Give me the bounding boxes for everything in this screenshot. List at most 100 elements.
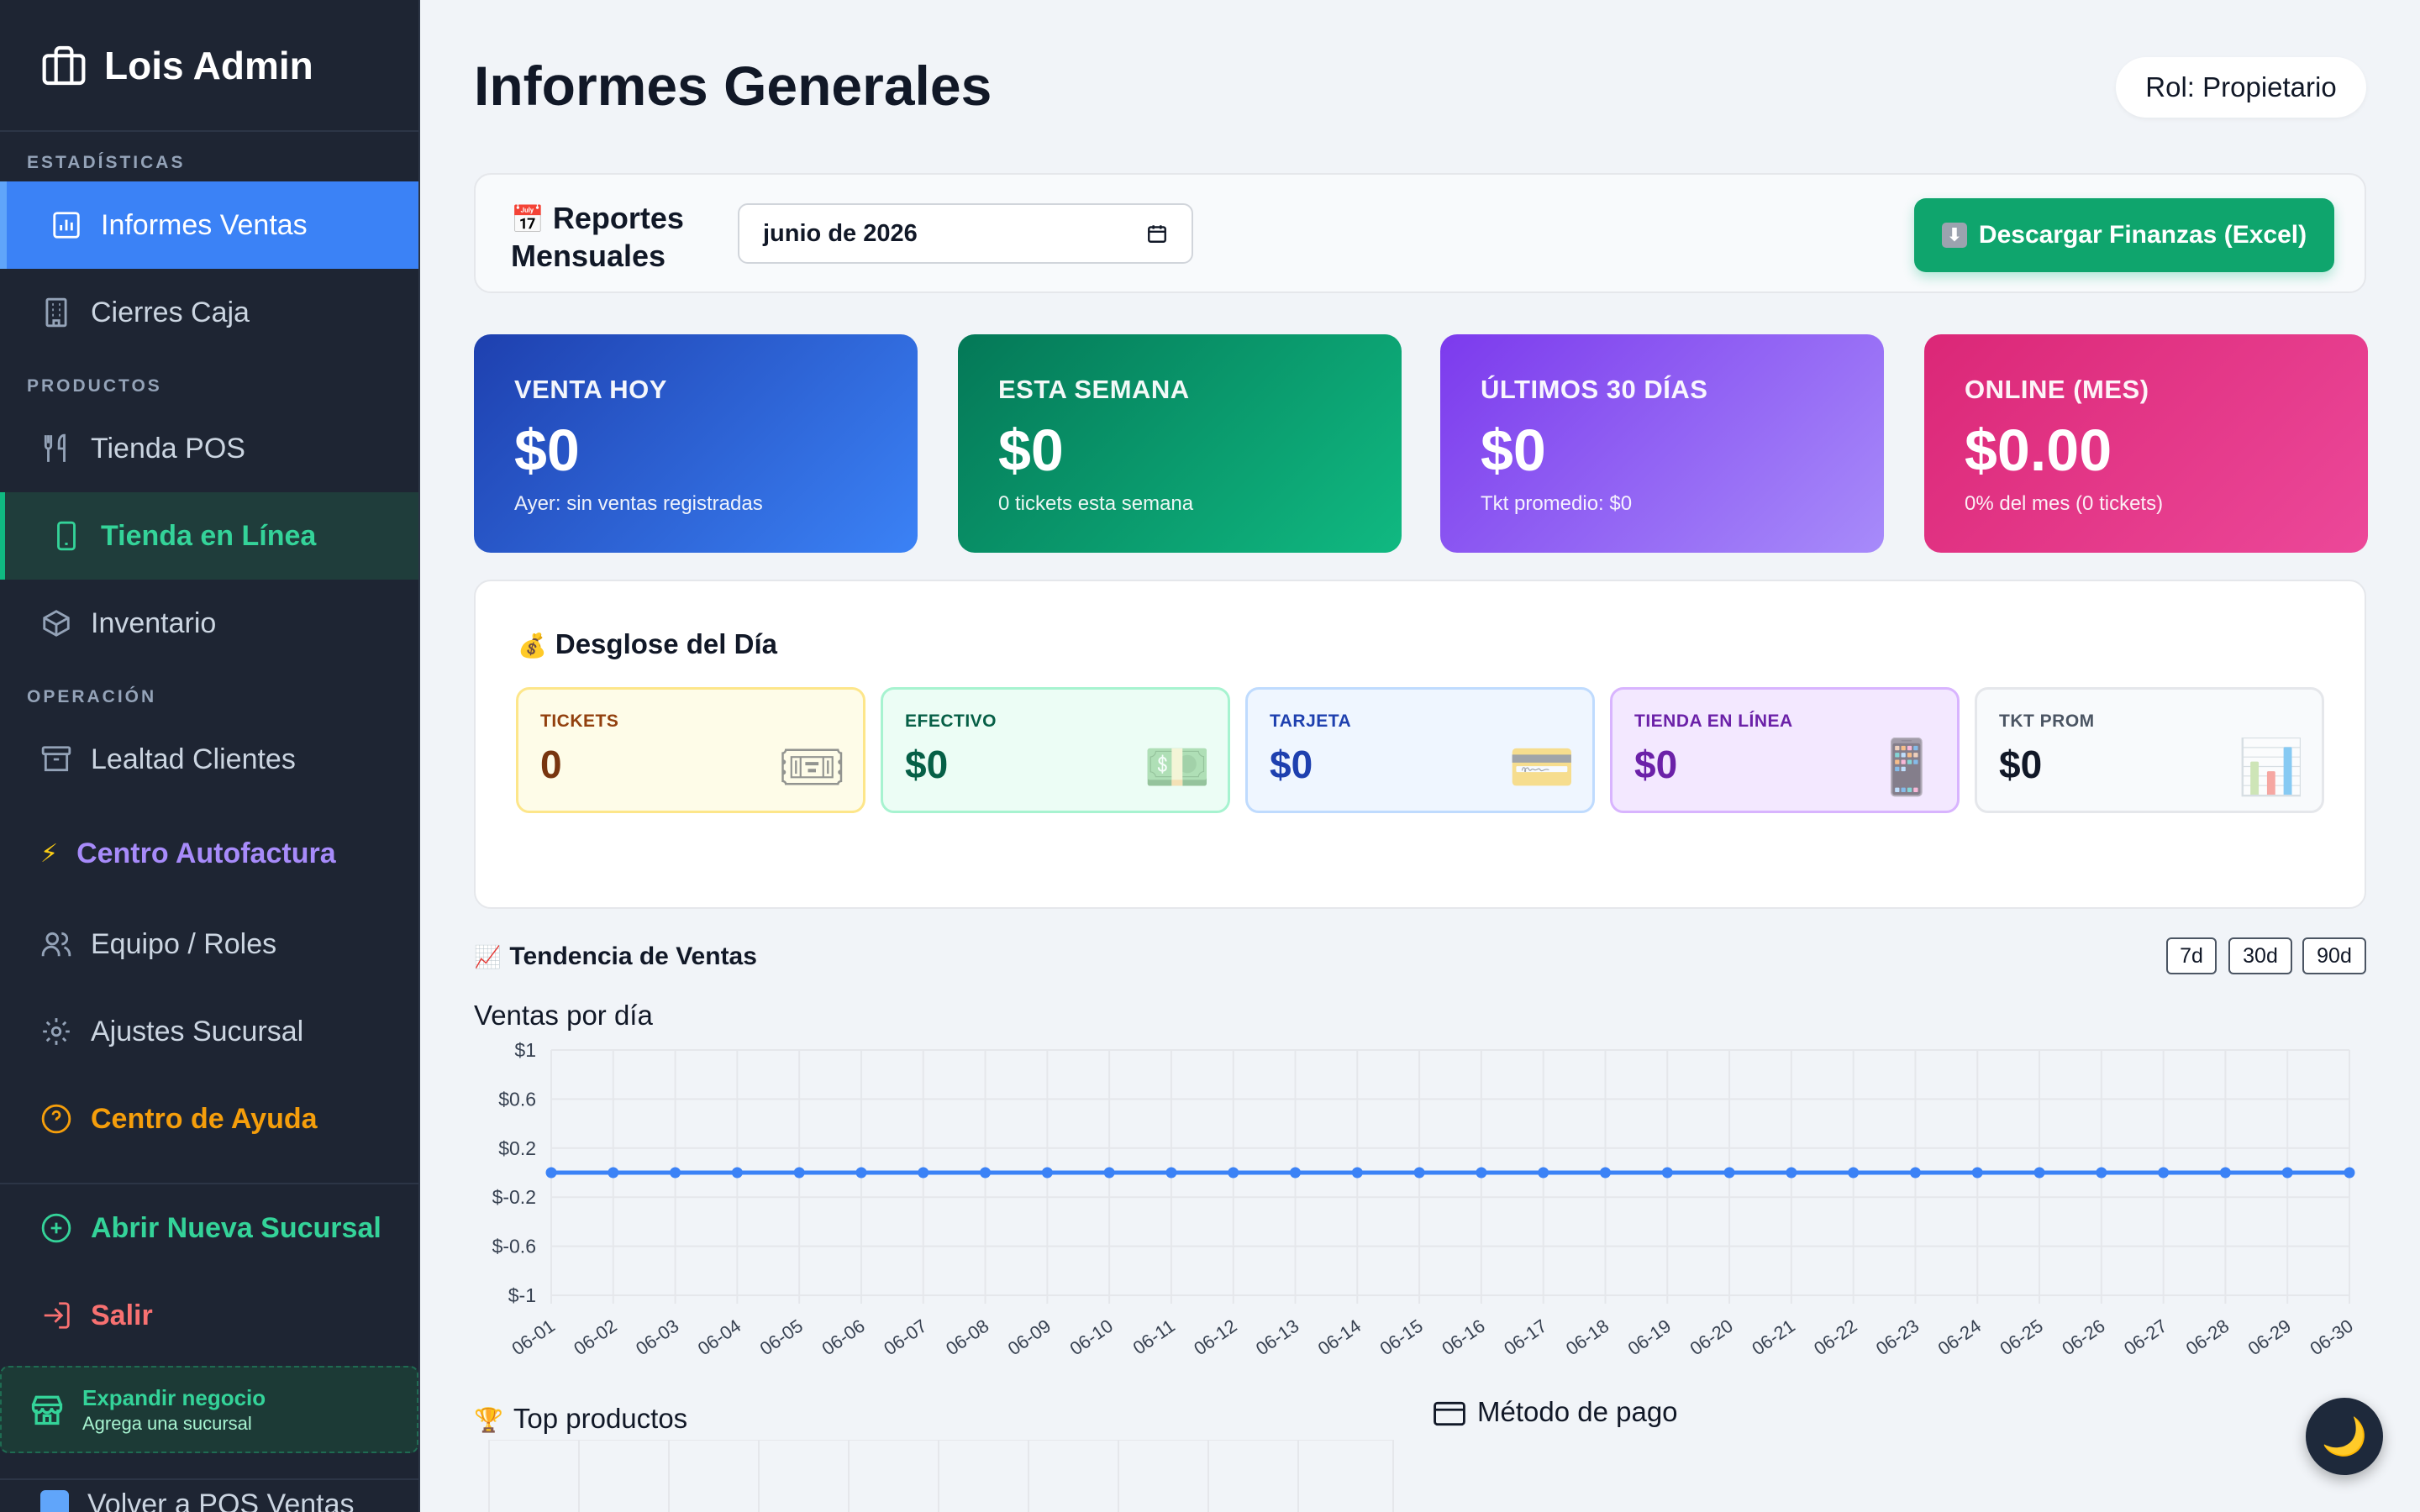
sidebar-item-label: Salir <box>91 1299 153 1331</box>
sidebar-item-label: Ajustes Sucursal <box>91 1015 304 1047</box>
calendar-picker-icon[interactable] <box>1146 223 1168 244</box>
card-icon: 💳 <box>1508 737 1576 797</box>
data-point[interactable] <box>1228 1167 1239 1179</box>
stat-card-today: VENTA HOY $0 Ayer: sin ventas registrada… <box>474 334 918 553</box>
data-point[interactable] <box>1103 1167 1115 1179</box>
data-point[interactable] <box>1476 1167 1487 1179</box>
x-tick-label: 06-26 <box>2058 1315 2108 1360</box>
data-point[interactable] <box>1909 1167 1921 1179</box>
data-point[interactable] <box>2096 1167 2107 1179</box>
stat-value: $0 <box>1481 417 1546 483</box>
data-point[interactable] <box>1290 1167 1302 1179</box>
sidebar-item-ayuda[interactable]: Centro de Ayuda <box>0 1075 418 1163</box>
credit-card-icon <box>1434 1402 1465 1426</box>
data-point[interactable] <box>731 1167 743 1179</box>
x-tick-label: 06-19 <box>1624 1315 1675 1360</box>
range-button-90d[interactable]: 90d <box>2302 937 2366 974</box>
month-picker[interactable]: junio de 2026 <box>738 203 1193 264</box>
range-button-7d[interactable]: 7d <box>2166 937 2217 974</box>
data-point[interactable] <box>2219 1167 2231 1179</box>
x-tick-label: 06-05 <box>756 1315 807 1360</box>
x-tick-label: 06-20 <box>1686 1315 1736 1360</box>
sidebar-item-tienda-pos[interactable]: Tienda POS <box>0 405 418 492</box>
stat-card-week: ESTA SEMANA $0 0 tickets esta semana <box>958 334 1402 553</box>
data-point[interactable] <box>2033 1167 2045 1179</box>
top-products-title-text: Top productos <box>513 1403 688 1434</box>
stat-subtext: 0 tickets esta semana <box>998 492 1194 515</box>
money-bag-icon: 💰 <box>518 633 547 659</box>
data-point[interactable] <box>1971 1167 1983 1179</box>
x-tick-label: 06-22 <box>1810 1315 1860 1360</box>
sidebar-item-ajustes[interactable]: Ajustes Sucursal <box>0 988 418 1075</box>
sidebar-item-label: Equipo / Roles <box>91 927 277 960</box>
data-point[interactable] <box>2281 1167 2293 1179</box>
chart-title: Ventas por día <box>474 1000 653 1031</box>
back-to-pos-button[interactable]: Volver a POS Ventas <box>0 1478 418 1512</box>
data-point[interactable] <box>1538 1167 1549 1179</box>
y-tick-label: $-0.2 <box>492 1186 536 1208</box>
data-point[interactable] <box>1165 1167 1177 1179</box>
x-tick-label: 06-01 <box>508 1315 558 1360</box>
sidebar-item-label: Cierres Caja <box>91 296 250 328</box>
sidebar-item-label: Informes Ventas <box>101 208 308 241</box>
data-point[interactable] <box>1413 1167 1425 1179</box>
role-badge: Rol: Propietario <box>2116 57 2366 118</box>
plus-circle-icon <box>41 1213 71 1243</box>
sidebar-item-informes-ventas[interactable]: Informes Ventas <box>0 181 418 269</box>
sidebar-item-salir[interactable]: Salir <box>0 1272 418 1359</box>
x-tick-label: 06-29 <box>2244 1315 2295 1360</box>
stat-value: $0 <box>514 417 580 483</box>
data-point[interactable] <box>670 1167 681 1179</box>
data-point[interactable] <box>793 1167 805 1179</box>
data-point[interactable] <box>1599 1167 1611 1179</box>
brand[interactable]: Lois Admin <box>0 0 418 132</box>
x-tick-label: 06-15 <box>1376 1315 1427 1360</box>
x-tick-label: 06-04 <box>694 1315 744 1360</box>
sidebar-item-nueva-sucursal[interactable]: Abrir Nueva Sucursal <box>0 1184 418 1272</box>
range-button-30d[interactable]: 30d <box>2228 937 2292 974</box>
download-finances-button[interactable]: ⬇ Descargar Finanzas (Excel) <box>1914 198 2334 272</box>
sidebar-item-cierres-caja[interactable]: Cierres Caja <box>0 269 418 356</box>
breakdown-card-cash: EFECTIVO $0 💵 <box>881 687 1230 813</box>
sales-line-chart: $1 $0.6 $0.2 $-0.2 $-0.6 $-1 06-01 06-02 06-03 06… <box>492 1039 2357 1360</box>
monthly-reports-title-line2: Mensuales <box>511 239 666 273</box>
data-point[interactable] <box>1041 1167 1053 1179</box>
y-tick-label: $0.2 <box>498 1137 536 1159</box>
archive-icon <box>41 746 71 772</box>
lightning-icon: ⚡ <box>40 839 59 868</box>
data-point[interactable] <box>545 1167 557 1179</box>
data-point[interactable] <box>1848 1167 1860 1179</box>
top-products-title: 🏆 Top productos <box>474 1403 687 1435</box>
x-tick-label: 06-11 <box>1129 1315 1179 1359</box>
back-arrow-icon <box>40 1490 69 1512</box>
sidebar-item-autofactura[interactable]: ⚡ Centro Autofactura <box>0 810 418 897</box>
x-tick-label: 06-03 <box>632 1315 682 1360</box>
data-point[interactable] <box>918 1167 929 1179</box>
sidebar-item-tienda-linea[interactable]: Tienda en Línea <box>0 492 418 580</box>
data-point[interactable] <box>608 1167 619 1179</box>
monthly-reports-title: 📅 Reportes Mensuales <box>511 200 684 275</box>
stat-label: VENTA HOY <box>514 375 667 404</box>
smartphone-icon <box>57 521 76 551</box>
monthly-reports-title-line1: Reportes <box>552 201 684 235</box>
mini-label: EFECTIVO <box>905 711 997 731</box>
data-point[interactable] <box>1661 1167 1673 1179</box>
sidebar-item-inventario[interactable]: Inventario <box>0 580 418 667</box>
monthly-reports-bar: 📅 Reportes Mensuales junio de 2026 ⬇ Des… <box>474 173 2366 293</box>
x-tick-label: 06-28 <box>2182 1315 2233 1360</box>
x-tick-label: 06-30 <box>2306 1315 2356 1360</box>
building-icon <box>45 297 67 328</box>
data-point[interactable] <box>1723 1167 1735 1179</box>
sidebar-item-equipo[interactable]: Equipo / Roles <box>0 900 418 988</box>
dark-mode-toggle[interactable]: 🌙 <box>2306 1398 2383 1475</box>
data-point[interactable] <box>1786 1167 1797 1179</box>
data-point[interactable] <box>2158 1167 2170 1179</box>
day-breakdown-title: 💰 Desglose del Día <box>518 628 777 660</box>
data-point[interactable] <box>855 1167 867 1179</box>
data-point[interactable] <box>980 1167 992 1179</box>
data-point[interactable] <box>2344 1167 2355 1179</box>
expand-business-card[interactable]: Expandir negocio Agrega una sucursal <box>0 1366 418 1453</box>
sidebar-item-lealtad[interactable]: Lealtad Clientes <box>0 716 418 803</box>
x-tick-label: 06-07 <box>880 1315 930 1360</box>
data-point[interactable] <box>1351 1167 1363 1179</box>
